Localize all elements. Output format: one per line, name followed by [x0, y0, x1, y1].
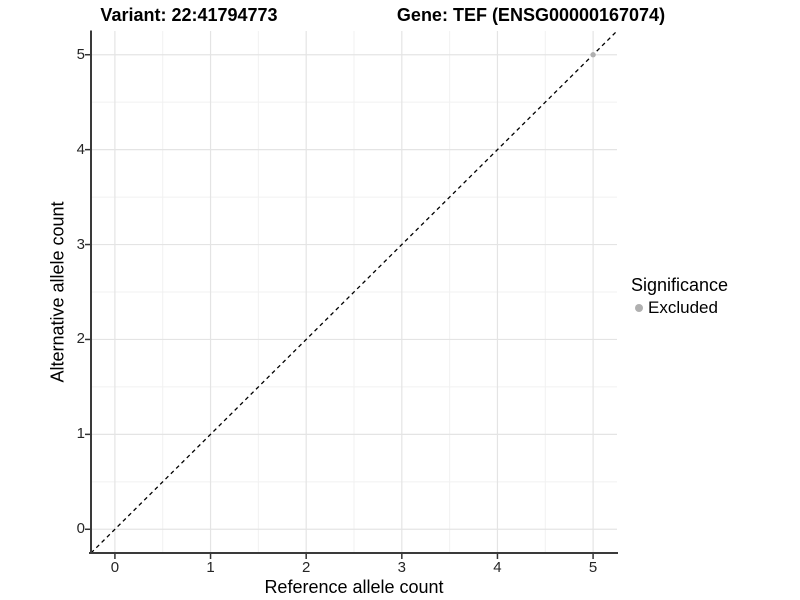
- y-tick-label: 5: [76, 45, 85, 63]
- x-tick-label: 5: [588, 559, 598, 576]
- data-point: [590, 52, 596, 58]
- y-tick-label: 3: [76, 235, 85, 253]
- x-tick-label: 0: [110, 559, 120, 576]
- legend: Significance Excluded: [629, 274, 728, 318]
- y-tick-label: 4: [76, 140, 85, 158]
- x-axis-label: Reference allele count: [264, 577, 444, 597]
- x-tick-label: 1: [206, 559, 215, 576]
- legend-item-label: Excluded: [648, 298, 718, 317]
- y-axis-label: Alternative allele count: [47, 201, 68, 383]
- legend-item-excluded: Excluded: [635, 297, 728, 318]
- y-tick-label: 1: [76, 425, 85, 443]
- identity-reference-line: [90, 30, 618, 554]
- chart-canvas: [85, 30, 618, 559]
- chart-panel: [85, 30, 618, 559]
- legend-title: Significance: [631, 275, 729, 295]
- x-tick-label: 4: [493, 559, 502, 576]
- x-tick-label: 3: [397, 559, 406, 576]
- y-tick-label: 2: [76, 330, 85, 348]
- plot-title-variant: Variant: 22:41794773: [100, 5, 278, 25]
- x-tick-label: 2: [302, 559, 311, 576]
- plot-title-gene: Gene: TEF (ENSG00000167074): [396, 5, 666, 25]
- y-tick-label: 0: [76, 520, 85, 538]
- legend-swatch-excluded-icon: [635, 303, 643, 312]
